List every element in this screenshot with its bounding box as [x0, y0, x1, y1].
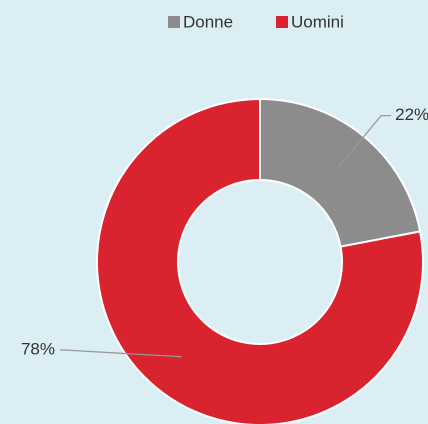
- legend-label: Uomini: [291, 12, 344, 31]
- data-label: 22%: [395, 105, 428, 124]
- leader-line: [59, 349, 182, 358]
- data-label: 78%: [21, 339, 55, 358]
- donut-slice: [96, 97, 424, 424]
- donut-slice: [259, 97, 422, 248]
- leader-line: [337, 114, 392, 168]
- legend-swatch: [168, 16, 180, 28]
- legend-swatch: [276, 16, 288, 28]
- legend-label: Donne: [183, 12, 233, 31]
